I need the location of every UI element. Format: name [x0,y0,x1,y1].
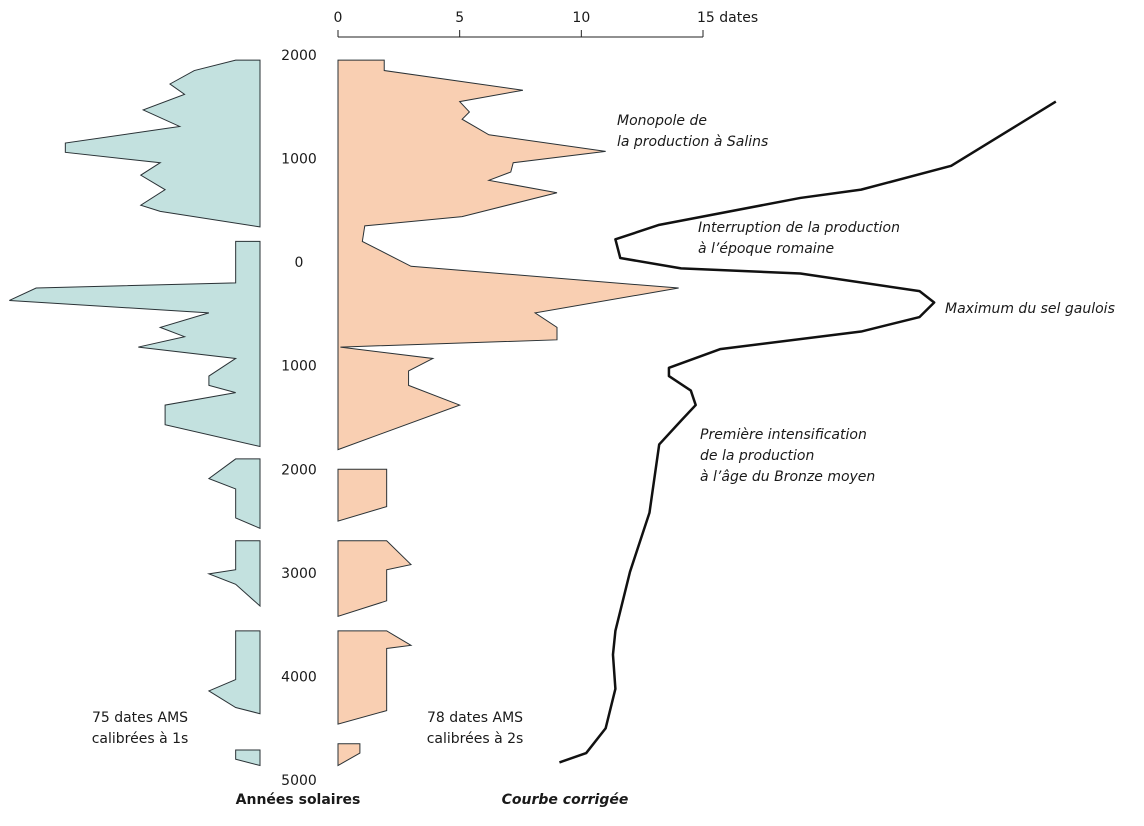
x-tick-label: 10 [572,10,590,26]
y-tick-label: 4000 [281,669,317,685]
x-tick-label: 0 [334,10,343,26]
area [64,59,261,228]
area [337,540,413,618]
x-tick-label: 15 dates [697,10,758,26]
y-tick-label: 1000 [281,152,317,168]
area [337,630,413,725]
y-axis-label: Années solaires [235,792,361,808]
annotation: Interruption de la production à l’époque… [698,220,900,257]
curve [559,100,1057,764]
area [235,749,261,767]
y-tick-label: 3000 [281,566,317,582]
x-tick-label: 5 [455,10,464,26]
series-label: 75 dates AMS calibrées à 1s [91,710,189,747]
y-tick-label: 1000 [281,359,317,375]
area [337,468,388,522]
area [207,630,261,715]
y-tick-label: 0 [295,255,304,271]
annotation: Maximum du sel gaulois [945,301,1115,317]
annotation: Monopole de la production à Salins [617,113,769,150]
y-tick-label: 5000 [281,773,317,789]
area [207,458,261,530]
annotation: Première intensification de la productio… [700,427,876,485]
area [337,59,679,451]
area [206,540,261,608]
y-tick-label: 2000 [281,48,317,64]
series-label: Courbe corrigée [501,792,629,808]
series-label: 78 dates AMS calibrées à 2s [426,710,524,747]
area [9,240,261,448]
y-tick-label: 2000 [281,462,317,478]
area [337,743,361,767]
